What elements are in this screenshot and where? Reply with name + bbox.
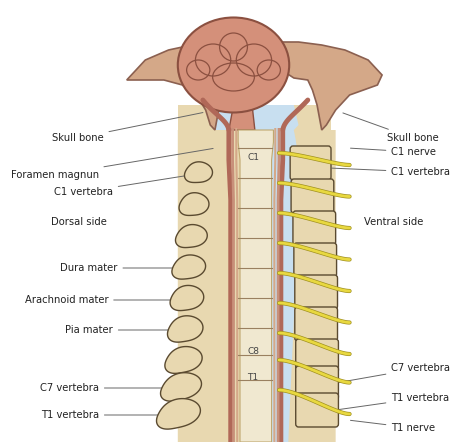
Polygon shape: [170, 286, 204, 311]
Polygon shape: [156, 399, 201, 429]
Text: T1: T1: [247, 373, 259, 382]
Text: Ventral side: Ventral side: [365, 217, 424, 227]
Text: T1 vertebra: T1 vertebra: [41, 410, 180, 420]
Polygon shape: [175, 225, 207, 248]
Polygon shape: [178, 105, 331, 442]
Polygon shape: [172, 255, 206, 279]
Text: Dura mater: Dura mater: [60, 263, 200, 273]
Polygon shape: [280, 42, 382, 130]
FancyBboxPatch shape: [296, 366, 338, 400]
Text: Skull bone: Skull bone: [343, 113, 438, 143]
Polygon shape: [184, 162, 212, 183]
Text: C1 vertebra: C1 vertebra: [54, 173, 200, 197]
Text: C1: C1: [247, 152, 259, 161]
Polygon shape: [178, 130, 215, 442]
Text: Dorsal side: Dorsal side: [51, 217, 107, 227]
FancyBboxPatch shape: [295, 307, 337, 341]
FancyBboxPatch shape: [290, 146, 331, 180]
Text: C8: C8: [247, 347, 259, 357]
Polygon shape: [165, 347, 202, 373]
FancyBboxPatch shape: [293, 211, 336, 245]
Polygon shape: [127, 42, 229, 130]
Polygon shape: [161, 373, 201, 401]
Text: Arachnoid mater: Arachnoid mater: [25, 295, 200, 305]
FancyBboxPatch shape: [296, 339, 338, 373]
Polygon shape: [167, 316, 203, 342]
Polygon shape: [210, 105, 299, 130]
Text: C7 vertebra: C7 vertebra: [338, 363, 450, 382]
FancyBboxPatch shape: [296, 393, 338, 427]
Text: T1 vertebra: T1 vertebra: [338, 393, 449, 410]
FancyBboxPatch shape: [295, 275, 337, 309]
Text: Skull bone: Skull bone: [52, 113, 203, 143]
FancyBboxPatch shape: [294, 243, 337, 277]
Polygon shape: [294, 130, 336, 442]
Polygon shape: [179, 193, 209, 215]
Text: C1 vertebra: C1 vertebra: [332, 167, 450, 177]
Ellipse shape: [178, 18, 289, 113]
Text: T1 nerve: T1 nerve: [350, 420, 436, 433]
Polygon shape: [238, 130, 273, 442]
FancyBboxPatch shape: [291, 179, 334, 213]
Polygon shape: [229, 105, 255, 130]
Text: Pia mater: Pia mater: [65, 325, 200, 335]
Text: C7 vertebra: C7 vertebra: [40, 383, 182, 393]
Text: Foramen magnun: Foramen magnun: [11, 149, 213, 180]
Polygon shape: [215, 130, 301, 442]
Text: C1 nerve: C1 nerve: [350, 147, 437, 157]
